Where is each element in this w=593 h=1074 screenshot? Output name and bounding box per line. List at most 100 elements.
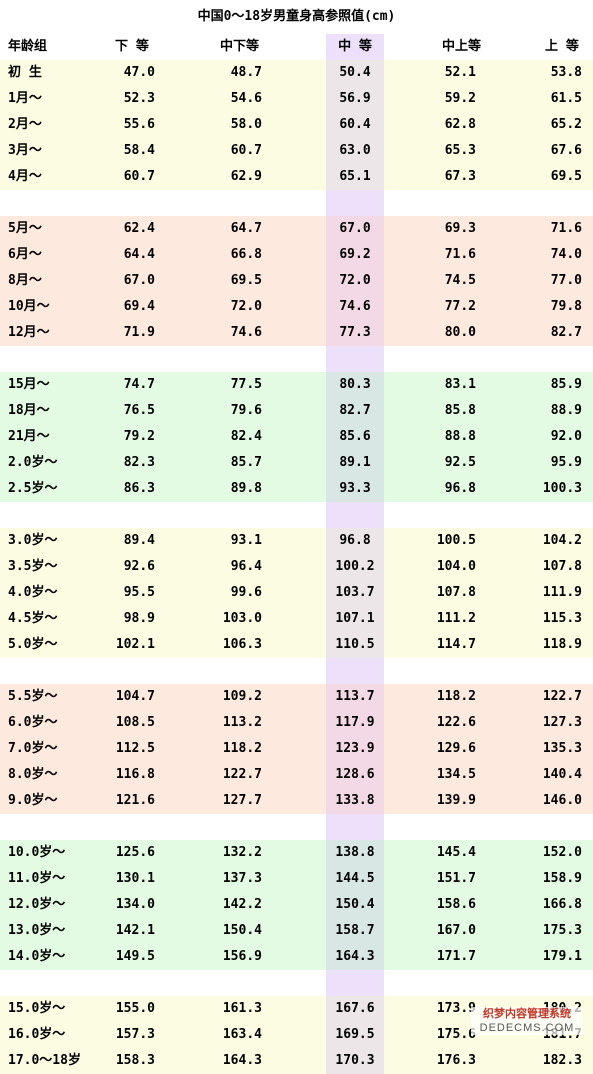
low-cell: 157.3 xyxy=(115,1027,155,1042)
median-column-band xyxy=(326,346,384,372)
high-cell: 65.2 xyxy=(550,117,582,132)
low-cell: 92.6 xyxy=(123,559,155,574)
age-group-cell: 18月～ xyxy=(8,403,50,418)
upper-middle-cell: 92.5 xyxy=(444,455,476,470)
low-cell: 74.7 xyxy=(123,377,155,392)
table-row: 18月～ 76.5 79.6 82.7 85.8 88.9 xyxy=(0,398,593,424)
median-column-band xyxy=(326,164,384,190)
low-cell: 47.0 xyxy=(123,65,155,80)
table-row: 15月～ 74.7 77.5 80.3 83.1 85.9 xyxy=(0,372,593,398)
median-column-band xyxy=(326,138,384,164)
upper-middle-cell: 77.2 xyxy=(444,299,476,314)
low-cell: 108.5 xyxy=(115,715,155,730)
median-column-band xyxy=(326,60,384,86)
watermark-domain: DEDECMS.COM xyxy=(471,1021,583,1035)
age-group-cell: 11.0岁～ xyxy=(8,871,66,886)
low-cell: 116.8 xyxy=(115,767,155,782)
upper-middle-cell: 69.3 xyxy=(444,221,476,236)
high-cell: 85.9 xyxy=(550,377,582,392)
lower-middle-cell: 113.2 xyxy=(222,715,262,730)
upper-middle-cell: 167.0 xyxy=(436,923,476,938)
table-row: 14.0岁～ 149.5 156.9 164.3 171.7 179.1 xyxy=(0,944,593,970)
table-row: 3月～ 58.4 60.7 63.0 65.3 67.6 xyxy=(0,138,593,164)
low-cell: 98.9 xyxy=(123,611,155,626)
median-column-band xyxy=(326,86,384,112)
low-cell: 64.4 xyxy=(123,247,155,262)
high-cell: 111.9 xyxy=(542,585,582,600)
high-cell: 53.8 xyxy=(550,65,582,80)
middle-cell: 93.3 xyxy=(339,481,371,496)
lower-middle-cell: 66.8 xyxy=(230,247,262,262)
middle-cell: 150.4 xyxy=(335,897,375,912)
table-body: 初 生 47.0 48.7 50.4 52.1 53.8 1月～ 52.3 54.6 56.9 59… xyxy=(0,60,593,1074)
lower-middle-cell: 142.2 xyxy=(222,897,262,912)
upper-middle-cell: 134.5 xyxy=(436,767,476,782)
high-cell: 82.7 xyxy=(550,325,582,340)
middle-cell: 167.6 xyxy=(335,1001,375,1016)
age-group-cell: 6月～ xyxy=(8,247,42,262)
upper-middle-cell: 100.5 xyxy=(436,533,476,548)
table-row: 6.0岁～ 108.5 113.2 117.9 122.6 127.3 xyxy=(0,710,593,736)
low-cell: 89.4 xyxy=(123,533,155,548)
age-group-cell: 1月～ xyxy=(8,91,42,106)
age-group-cell: 10月～ xyxy=(8,299,50,314)
median-column-band xyxy=(326,372,384,398)
lower-middle-cell: 156.9 xyxy=(222,949,262,964)
lower-middle-cell: 103.0 xyxy=(222,611,262,626)
age-group-cell: 3.5岁～ xyxy=(8,559,58,574)
lower-middle-cell: 89.8 xyxy=(230,481,262,496)
age-group-cell: 4.5岁～ xyxy=(8,611,58,626)
table-row: 10月～ 69.4 72.0 74.6 77.2 79.8 xyxy=(0,294,593,320)
header-low: 下 等 xyxy=(115,39,149,54)
age-group-cell: 初 生 xyxy=(8,65,42,80)
table-row: 5.5岁～ 104.7 109.2 113.7 118.2 122.7 xyxy=(0,684,593,710)
table-row: 2月～ 55.6 58.0 60.4 62.8 65.2 xyxy=(0,112,593,138)
age-group-cell: 2.0岁～ xyxy=(8,455,58,470)
median-column-band xyxy=(326,450,384,476)
middle-cell: 63.0 xyxy=(339,143,371,158)
table-row: 8.0岁～ 116.8 122.7 128.6 134.5 140.4 xyxy=(0,762,593,788)
high-cell: 88.9 xyxy=(550,403,582,418)
middle-cell: 80.3 xyxy=(339,377,371,392)
age-group-cell: 21月～ xyxy=(8,429,50,444)
lower-middle-cell: 58.0 xyxy=(230,117,262,132)
lower-middle-cell: 60.7 xyxy=(230,143,262,158)
age-group-cell: 2.5岁～ xyxy=(8,481,58,496)
age-group-cell: 15.0岁～ xyxy=(8,1001,66,1016)
age-group-cell: 3月～ xyxy=(8,143,42,158)
median-column-band xyxy=(326,34,384,60)
lower-middle-cell: 64.7 xyxy=(230,221,262,236)
low-cell: 104.7 xyxy=(115,689,155,704)
lower-middle-cell: 62.9 xyxy=(230,169,262,184)
lower-middle-cell: 48.7 xyxy=(230,65,262,80)
middle-cell: 138.8 xyxy=(335,845,375,860)
age-group-cell: 12月～ xyxy=(8,325,50,340)
table-row: 3.5岁～ 92.6 96.4 100.2 104.0 107.8 xyxy=(0,554,593,580)
header-middle: 中 等 xyxy=(338,39,372,54)
group-separator xyxy=(0,346,593,372)
lower-middle-cell: 150.4 xyxy=(222,923,262,938)
middle-cell: 113.7 xyxy=(335,689,375,704)
watermark-logo: 织梦内容管理系统 DEDECMS.COM xyxy=(471,1007,583,1035)
low-cell: 149.5 xyxy=(115,949,155,964)
page-title: 中国0～18岁男童身高参照值(cm) xyxy=(197,9,396,24)
middle-cell: 117.9 xyxy=(335,715,375,730)
median-column-band xyxy=(326,632,384,658)
median-column-band xyxy=(326,216,384,242)
upper-middle-cell: 104.0 xyxy=(436,559,476,574)
group-separator xyxy=(0,970,593,996)
median-column-band xyxy=(326,736,384,762)
table-row: 10.0岁～ 125.6 132.2 138.8 145.4 152.0 xyxy=(0,840,593,866)
age-group-cell: 17.0～18岁 xyxy=(8,1053,81,1068)
lower-middle-cell: 85.7 xyxy=(230,455,262,470)
median-column-band xyxy=(326,424,384,450)
middle-cell: 77.3 xyxy=(339,325,371,340)
table-row: 1月～ 52.3 54.6 56.9 59.2 61.5 xyxy=(0,86,593,112)
middle-cell: 67.0 xyxy=(339,221,371,236)
low-cell: 134.0 xyxy=(115,897,155,912)
lower-middle-cell: 163.4 xyxy=(222,1027,262,1042)
low-cell: 55.6 xyxy=(123,117,155,132)
median-column-band xyxy=(326,710,384,736)
table-row: 5月～ 62.4 64.7 67.0 69.3 71.6 xyxy=(0,216,593,242)
table-row: 7.0岁～ 112.5 118.2 123.9 129.6 135.3 xyxy=(0,736,593,762)
